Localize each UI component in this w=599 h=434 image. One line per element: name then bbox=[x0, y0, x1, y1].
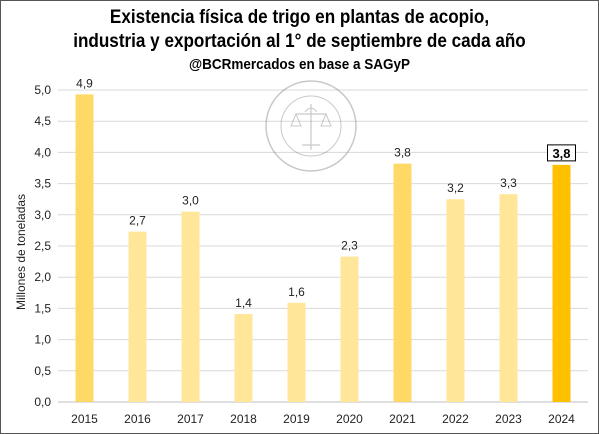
value-label-2024: 3,8 bbox=[552, 146, 570, 161]
x-tick-label: 2022 bbox=[442, 412, 469, 426]
x-tick-label: 2023 bbox=[495, 412, 522, 426]
value-label-2022: 3,2 bbox=[447, 181, 464, 195]
y-tick-label: 2,5 bbox=[34, 239, 51, 253]
y-tick-label: 0,0 bbox=[34, 395, 51, 409]
x-axis-ticks: 2015 2016 2017 2018 2019 2020 2021 2022 2023 2024 bbox=[71, 412, 575, 426]
chart-subtitle: @BCRmercados en base a SAGyP bbox=[188, 56, 411, 73]
y-tick-label: 1,5 bbox=[34, 301, 51, 315]
value-labels: 4,9 2,7 3,0 1,4 1,6 2,3 3,8 3,2 3,3 3,8 bbox=[76, 76, 576, 310]
y-axis-label: Millones de toneladas bbox=[14, 194, 28, 310]
bar-2022 bbox=[446, 199, 465, 402]
x-tick-label: 2021 bbox=[389, 412, 416, 426]
value-label-2015: 4,9 bbox=[76, 76, 93, 90]
x-tick-label: 2016 bbox=[124, 412, 151, 426]
value-label-2018: 1,4 bbox=[235, 296, 252, 310]
y-axis-ticks: 0,0 0,5 1,0 1,5 2,0 2,5 3,0 3,5 4,0 4,5 5,0 bbox=[34, 83, 51, 409]
value-label-2016: 2,7 bbox=[129, 214, 146, 228]
bar-2019 bbox=[287, 302, 306, 402]
y-tick-label: 4,5 bbox=[34, 114, 51, 128]
value-label-box bbox=[547, 144, 576, 162]
y-tick-label: 0,5 bbox=[34, 364, 51, 378]
bar-2021 bbox=[393, 163, 412, 402]
value-label-2019: 1,6 bbox=[288, 285, 305, 299]
chart-title: Existencia física de trigo en plantas de… bbox=[30, 6, 569, 54]
value-label-2021: 3,8 bbox=[394, 146, 411, 160]
y-tick-label: 2,0 bbox=[34, 270, 51, 284]
x-tick-label: 2017 bbox=[177, 412, 204, 426]
y-tick-label: 1,0 bbox=[34, 333, 51, 347]
bar-2023 bbox=[499, 194, 518, 402]
x-tick-label: 2019 bbox=[283, 412, 310, 426]
chart-title-line-2: industria y exportación al 1° de septiem… bbox=[73, 31, 526, 52]
y-tick-label: 3,0 bbox=[34, 208, 51, 222]
y-tick-label: 5,0 bbox=[34, 83, 51, 97]
bar-2016 bbox=[128, 231, 147, 402]
value-label-2020: 2,3 bbox=[341, 239, 358, 253]
bar-2018 bbox=[234, 314, 253, 402]
bar-2017 bbox=[181, 211, 200, 402]
chart-title-line-1: Existencia física de trigo en plantas de… bbox=[109, 7, 490, 28]
y-tick-label: 3,5 bbox=[34, 177, 51, 191]
bar-2015 bbox=[75, 94, 94, 403]
value-label-2017: 3,0 bbox=[182, 194, 199, 208]
bar-2024 bbox=[552, 164, 571, 402]
x-tick-label: 2024 bbox=[548, 412, 575, 426]
x-tick-label: 2020 bbox=[336, 412, 363, 426]
y-tick-label: 4,0 bbox=[34, 145, 51, 159]
watermark-seal bbox=[265, 80, 357, 172]
x-tick-label: 2015 bbox=[71, 412, 98, 426]
x-tick-label: 2018 bbox=[230, 412, 257, 426]
value-label-2023: 3,3 bbox=[500, 176, 517, 190]
bar-2020 bbox=[340, 256, 359, 402]
bars bbox=[75, 94, 571, 403]
